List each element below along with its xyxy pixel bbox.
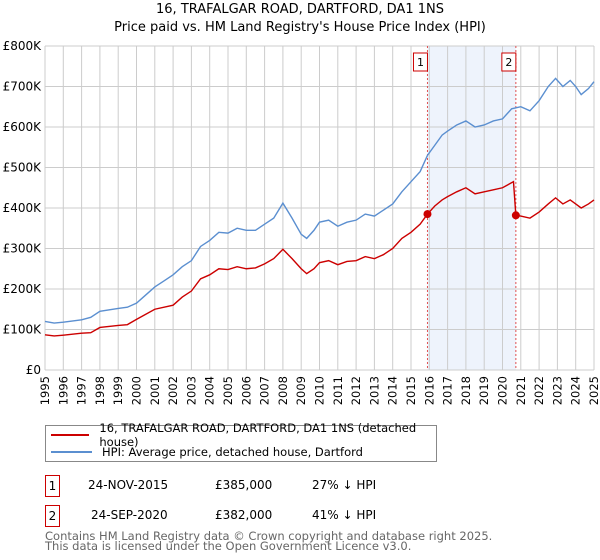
x-tick-label: 2001 bbox=[148, 376, 162, 405]
y-tick-label: £800K bbox=[3, 39, 43, 53]
transaction-hpi: 41% ↓ HPI bbox=[312, 508, 377, 522]
legend-label: HPI: Average price, detached house, Dart… bbox=[102, 445, 363, 459]
sale-badge bbox=[501, 52, 517, 72]
sale-badge bbox=[412, 52, 428, 72]
y-tick-label: £500K bbox=[3, 161, 43, 175]
x-tick-label: 2007 bbox=[258, 376, 272, 405]
x-tick-label: 1995 bbox=[38, 376, 52, 405]
footer-copyright: Contains HM Land Registry data © Crown c… bbox=[45, 529, 493, 543]
x-tick-label: 2021 bbox=[514, 376, 528, 405]
x-tick-label: 1997 bbox=[75, 376, 89, 405]
legend-item-hpi: HPI: Average price, detached house, Dart… bbox=[51, 444, 363, 460]
sale-point bbox=[511, 211, 520, 220]
x-tick-label: 1998 bbox=[93, 376, 107, 405]
x-tick-label: 2005 bbox=[221, 376, 235, 405]
transaction-date: 24-NOV-2015 bbox=[88, 478, 169, 492]
footer-licence: This data is licensed under the Open Gov… bbox=[45, 539, 412, 553]
y-tick-label: £200K bbox=[3, 282, 43, 296]
x-tick-label: 2014 bbox=[386, 376, 400, 405]
x-tick-label: 2023 bbox=[550, 376, 564, 405]
x-tick-label: 2002 bbox=[166, 376, 180, 405]
x-tick-label: 2011 bbox=[331, 376, 345, 405]
sale-badge-label: 1 bbox=[417, 56, 424, 69]
transaction-price: £382,000 bbox=[215, 508, 273, 522]
chart-subtitle: Price paid vs. HM Land Registry's House … bbox=[114, 20, 486, 35]
x-tick-label: 2024 bbox=[569, 376, 583, 405]
legend-swatch-blue bbox=[51, 451, 92, 453]
x-tick-label: 2017 bbox=[441, 376, 455, 405]
x-tick-label: 2006 bbox=[239, 376, 253, 405]
x-tick-label: 2022 bbox=[532, 376, 546, 405]
x-tick-label: 2004 bbox=[203, 376, 217, 405]
transaction-hpi: 27% ↓ HPI bbox=[312, 478, 377, 492]
x-tick-label: 2025 bbox=[587, 376, 600, 405]
x-tick-label: 2010 bbox=[313, 376, 327, 405]
legend-swatch-red bbox=[51, 434, 90, 436]
x-tick-label: 2013 bbox=[367, 376, 381, 405]
x-tick-label: 2012 bbox=[349, 376, 363, 405]
x-tick-label: 1999 bbox=[111, 376, 125, 405]
transaction-row: 2 24-SEP-2020 £382,000 41% ↓ HPI bbox=[45, 505, 465, 527]
x-tick-label: 2019 bbox=[477, 376, 491, 405]
y-tick-label: £400K bbox=[3, 201, 43, 215]
transaction-badge: 2 bbox=[45, 505, 60, 527]
x-tick-label: 2009 bbox=[294, 376, 308, 405]
transaction-date: 24-SEP-2020 bbox=[91, 508, 168, 522]
y-tick-label: £300K bbox=[3, 242, 43, 256]
x-tick-label: 2003 bbox=[184, 376, 198, 405]
x-tick-label: 2008 bbox=[276, 376, 290, 405]
y-tick-label: £600K bbox=[3, 120, 43, 134]
x-tick-label: 2000 bbox=[130, 376, 144, 405]
y-tick-label: £100K bbox=[3, 323, 43, 337]
y-tick-label: £700K bbox=[3, 80, 43, 94]
transaction-badge: 1 bbox=[45, 475, 60, 497]
hpi-line bbox=[44, 77, 595, 324]
legend-label: 16, TRAFALGAR ROAD, DARTFORD, DA1 1NS (d… bbox=[99, 421, 417, 449]
transaction-row: 1 24-NOV-2015 £385,000 27% ↓ HPI bbox=[45, 475, 465, 497]
chart-title: 16, TRAFALGAR ROAD, DARTFORD, DA1 1NS bbox=[156, 2, 444, 17]
x-tick-label: 2020 bbox=[496, 376, 510, 405]
property-price-line bbox=[44, 180, 595, 337]
transaction-price: £385,000 bbox=[215, 478, 273, 492]
legend: 16, TRAFALGAR ROAD, DARTFORD, DA1 1NS (d… bbox=[45, 421, 437, 462]
sale-point bbox=[423, 210, 432, 219]
x-tick-label: 2016 bbox=[422, 376, 436, 405]
chart-plot: 1995 1996 1997 1998 1999 2000 2001 2002 2003 2004… bbox=[3, 39, 600, 405]
legend-item-property: 16, TRAFALGAR ROAD, DARTFORD, DA1 1NS (d… bbox=[51, 421, 436, 449]
sale-badge-label: 2 bbox=[505, 56, 512, 69]
x-tick-label: 2018 bbox=[459, 376, 473, 405]
y-tick-label: £0 bbox=[26, 363, 41, 377]
x-tick-label: 1996 bbox=[56, 376, 70, 405]
x-tick-label: 2015 bbox=[404, 376, 418, 405]
